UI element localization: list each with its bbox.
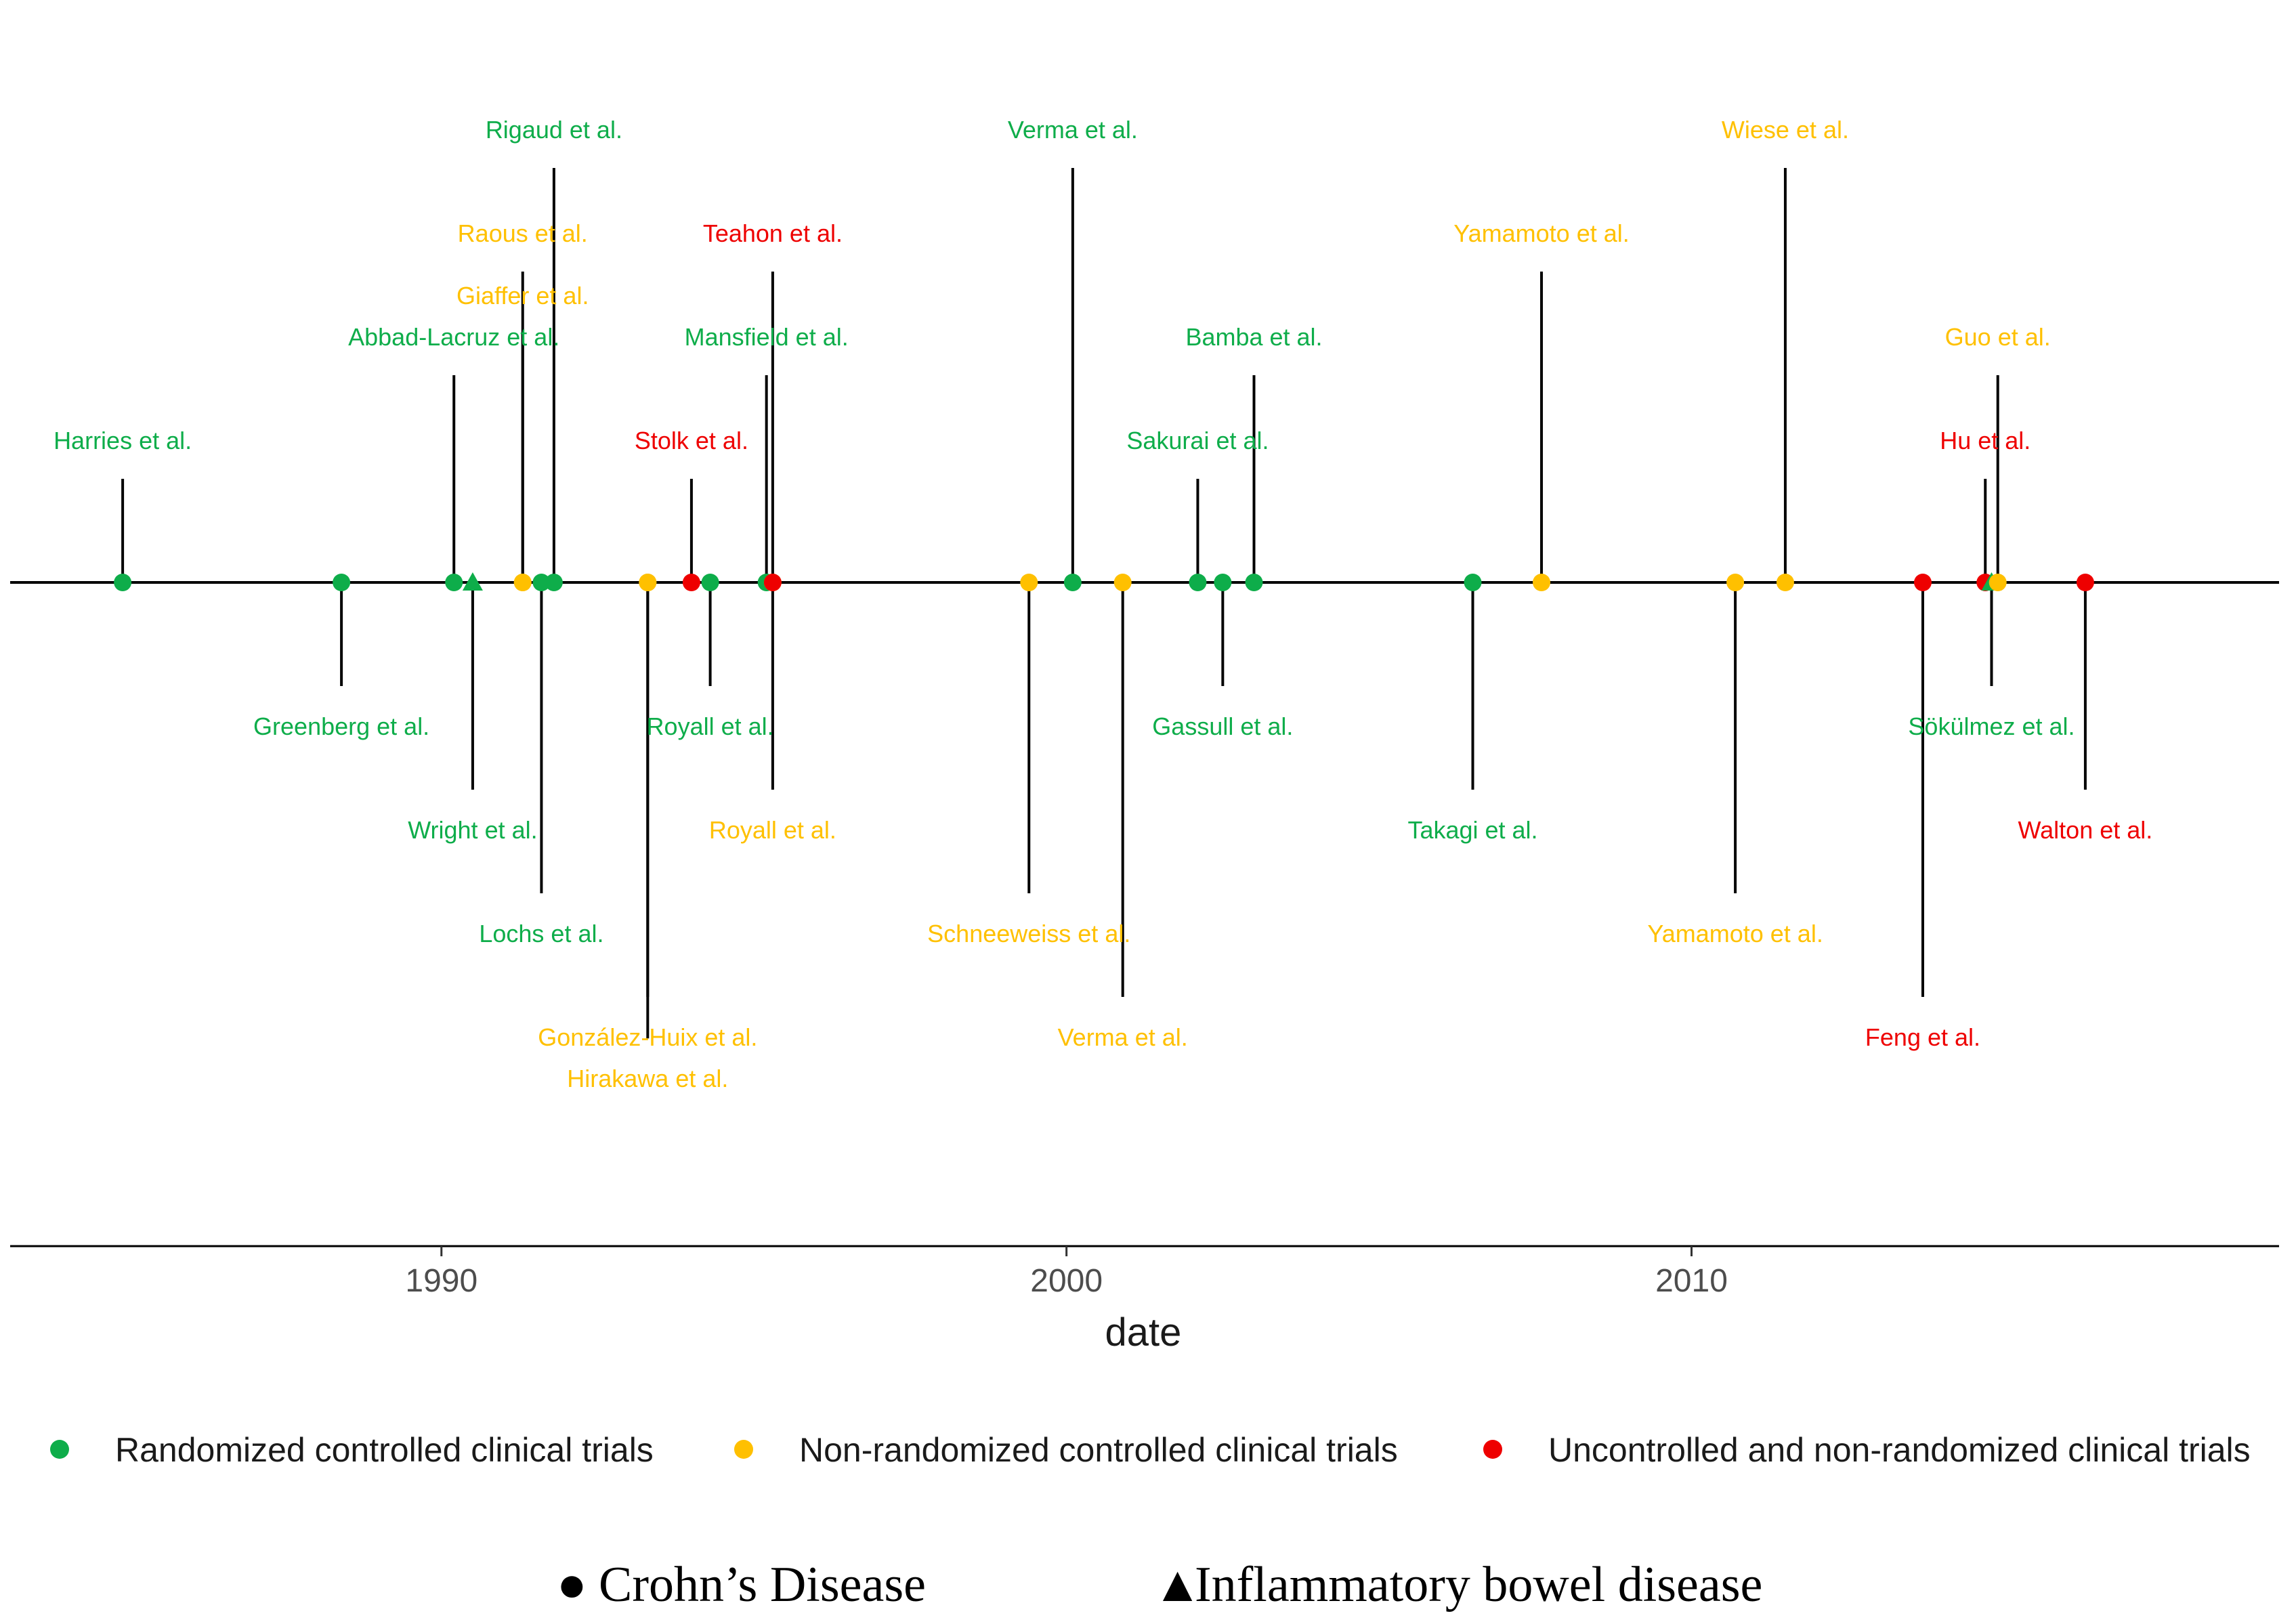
marker-hirakawa-et-al-9 [639, 574, 657, 591]
label-verma-et-al-17: Verma et al. [1058, 1023, 1188, 1051]
label-stolk-et-al-10: Stolk et al. [635, 427, 748, 454]
shape-legend-symbol-triangle: ▲ [1153, 1557, 1202, 1613]
marker-verma-et-al-17 [1113, 574, 1132, 591]
legend-label-unc: Uncontrolled and non-randomized clinical… [1548, 1431, 2251, 1469]
label-sakurai-et-al-18: Sakurai et al. [1126, 427, 1269, 454]
marker-gassull-et-al-19 [1214, 574, 1232, 591]
label-feng-et-al-25: Feng et al. [1865, 1023, 1980, 1051]
marker-bamba-et-al-20 [1245, 574, 1263, 591]
event-markers [114, 572, 2094, 591]
shape-legend-label-triangle: Inflammatory bowel disease [1195, 1557, 1762, 1613]
shape-legend: ● Crohn’s Disease ▲Inflammatory bowel dise… [557, 1557, 1762, 1613]
label-hirakawa-et-al-9: Hirakawa et al. [567, 1065, 728, 1092]
label-yamamoto-et-al-23: Yamamoto et al. [1647, 920, 1823, 947]
marker-raous-et-al-5 [513, 574, 532, 591]
label-abbad-lacruz-et-al-2: Abbad-Lacruz et al. [348, 323, 559, 351]
label-teahon-et-al-14: Teahon et al. [703, 219, 843, 247]
label-wiese-et-al-24: Wiese et al. [1722, 116, 1849, 144]
marker-teahon-et-al-14 [763, 574, 782, 591]
shape-legend-symbol-circle: ● [557, 1557, 587, 1613]
marker-greenberg-et-al-1 [333, 574, 351, 591]
marker-yamamoto-et-al-23 [1726, 574, 1745, 591]
x-tick-label-1990: 1990 [405, 1263, 477, 1299]
marker-schneeweiss-et-al-15 [1020, 574, 1038, 591]
marker-guo-et-al-28 [1989, 574, 2007, 591]
marker-abbad-lacruz-et-al-2 [445, 574, 463, 591]
marker-wright-et-al-3 [462, 572, 483, 591]
label-giaffer-et-al-4: Giaffer et al. [456, 282, 589, 310]
legend-key-nrct [734, 1440, 753, 1459]
label-takagi-et-al-21: Takagi et al. [1407, 816, 1537, 844]
marker-royall-et-al-11 [701, 574, 719, 591]
marker-verma-et-al-16 [1063, 574, 1082, 591]
marker-rigaud-et-al-7 [545, 574, 563, 591]
legend-key-rct [50, 1440, 69, 1459]
category-legend: Randomized controlled clinical trials Non… [50, 1431, 2251, 1469]
label-rigaud-et-al-7: Rigaud et al. [486, 116, 622, 144]
marker-stolk-et-al-10 [682, 574, 700, 591]
label-gonzalez-huix-et-al-8: González-Huix et al. [538, 1023, 757, 1051]
label-greenberg-et-al-1: Greenberg et al. [253, 712, 429, 740]
marker-takagi-et-al-21 [1464, 574, 1482, 591]
x-axis-ticks: 1990 2000 2010 [405, 1246, 1728, 1299]
x-axis-title: date [1105, 1310, 1182, 1354]
marker-yamamoto-et-al-22 [1533, 574, 1551, 591]
marker-lochs-et-al-6 [532, 574, 551, 591]
label-harries-et-al-0: Harries et al. [54, 427, 192, 454]
label-royall-et-al-11: Royall et al. [647, 712, 774, 740]
label-wright-et-al-3: Wright et al. [408, 816, 537, 844]
label-bamba-et-al-20: Bamba et al. [1185, 323, 1322, 351]
label-sokulmez-et-al-27: Sökülmez et al. [1908, 712, 2075, 740]
marker-feng-et-al-25 [1913, 574, 1932, 591]
label-gassull-et-al-19: Gassull et al. [1152, 712, 1293, 740]
legend-label-rct: Randomized controlled clinical trials [115, 1431, 654, 1469]
label-verma-et-al-16: Verma et al. [1008, 116, 1138, 144]
x-tick-label-2000: 2000 [1030, 1263, 1103, 1299]
label-raous-et-al-5: Raous et al. [458, 219, 588, 247]
event-stems [121, 168, 2087, 1039]
marker-harries-et-al-0 [114, 574, 132, 591]
marker-sakurai-et-al-18 [1189, 574, 1207, 591]
label-mansfield-et-al-12: Mansfield et al. [685, 323, 849, 351]
marker-wiese-et-al-24 [1776, 574, 1794, 591]
label-lochs-et-al-6: Lochs et al. [479, 920, 603, 947]
legend-label-nrct: Non-randomized controlled clinical trial… [799, 1431, 1398, 1469]
legend-key-unc [1483, 1440, 1502, 1459]
x-tick-label-2010: 2010 [1655, 1263, 1728, 1299]
label-schneeweiss-et-al-15: Schneeweiss et al. [927, 920, 1130, 947]
label-guo-et-al-28: Guo et al. [1945, 323, 2051, 351]
event-labels: Harries et al. Greenberg et al. Abbad-Lacr… [54, 116, 2152, 1092]
shape-legend-label-circle: Crohn’s Disease [599, 1557, 926, 1613]
label-yamamoto-et-al-22: Yamamoto et al. [1453, 219, 1629, 247]
label-walton-et-al-29: Walton et al. [2018, 816, 2153, 844]
label-royall-et-al-13: Royall et al. [709, 816, 836, 844]
marker-walton-et-al-29 [2076, 574, 2094, 591]
label-hu-et-al-26: Hu et al. [1940, 427, 2031, 454]
